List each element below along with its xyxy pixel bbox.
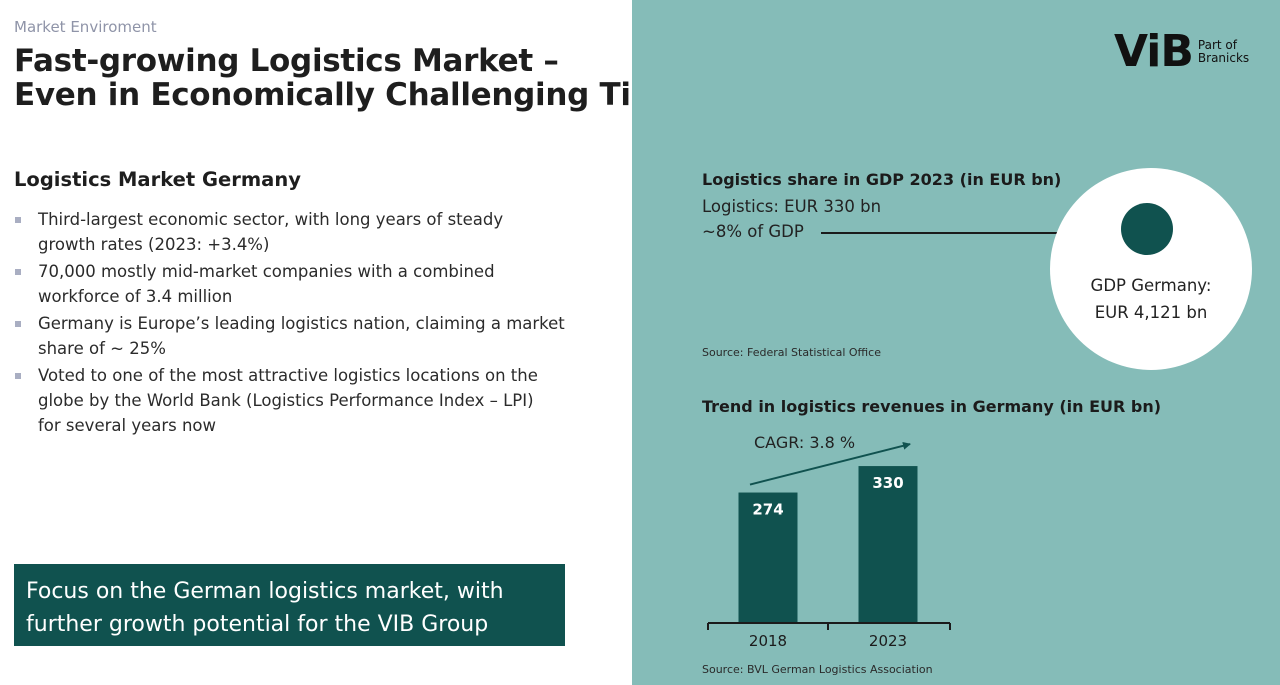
connector-line [821, 232, 1106, 234]
bullet-item: 70,000 mostly mid-market companies with … [14, 259, 574, 309]
revenue-source: Source: BVL German Logistics Association [702, 663, 933, 676]
logo-subtitle-line-1: Part of [1197, 38, 1237, 52]
gdp-share-value: ~8% of GDP [702, 222, 804, 241]
cagr-label: CAGR: 3.8 % [754, 433, 856, 452]
focus-callout: Focus on the German logistics market, wi… [14, 564, 565, 646]
bullet-item: Third-largest economic sector, with long… [14, 207, 574, 257]
logistics-value: Logistics: EUR 330 bn [702, 197, 882, 216]
bullet-text-line: 70,000 mostly mid-market companies with … [38, 262, 495, 281]
bullet-list: Third-largest economic sector, with long… [14, 207, 574, 440]
square-bullet-icon [15, 373, 21, 379]
bullet-item: Germany is Europe’s leading logistics na… [14, 311, 574, 361]
left-panel: Market Enviroment Fast-growing Logistics… [0, 0, 702, 685]
gdp-circle-label: GDP Germany: EUR 4,121 bn [1050, 272, 1252, 326]
focus-callout-line-1: Focus on the German logistics market, wi… [26, 579, 504, 604]
bullet-text-line: share of ~ 25% [38, 339, 166, 358]
focus-callout-line-2: further growth potential for the VIB Gro… [26, 612, 489, 637]
x-tick-label: 2018 [749, 632, 787, 650]
square-bullet-icon [15, 217, 21, 223]
page-title: Fast-growing Logistics Market – Even in … [14, 43, 702, 113]
bars-layer: 274 330 [738, 466, 918, 622]
bullet-text-line: Germany is Europe’s leading logistics na… [38, 314, 565, 333]
bullet-text-line: globe by the World Bank (Logistics Perfo… [38, 391, 534, 410]
bullet-text-line: for several years now [38, 416, 217, 435]
square-bullet-icon [15, 269, 21, 275]
logo-subtitle-line-2: Branicks [1197, 51, 1250, 65]
page-title-line-2: Even in Economically Challenging Times [14, 77, 702, 113]
eyebrow-label: Market Enviroment [14, 18, 157, 36]
bar-2018 [738, 492, 798, 622]
square-bullet-icon [15, 321, 21, 327]
bullet-text-line: workforce of 3.4 million [38, 287, 233, 306]
section-heading: Logistics Market Germany [14, 168, 301, 191]
bullet-text-line: Voted to one of the most attractive logi… [38, 366, 538, 385]
x-axis: 2018 2023 [707, 622, 951, 650]
gdp-circle [1050, 168, 1252, 370]
cagr-arrow-icon [749, 441, 911, 486]
gdp-share-title: Logistics share in GDP 2023 (in EUR bn) [702, 170, 1062, 189]
bar-value-label: 274 [752, 501, 783, 519]
gdp-circle-label-line-1: GDP Germany: [1090, 276, 1212, 295]
page-title-line-1: Fast-growing Logistics Market – [14, 43, 559, 79]
bar-value-label: 330 [872, 474, 903, 492]
logistics-share-dot [1121, 203, 1173, 255]
bullet-text-line: Third-largest economic sector, with long… [38, 210, 504, 229]
logo-subtitle: Part of Branicks [1198, 39, 1249, 65]
bullet-text-line: growth rates (2023: +3.4%) [38, 235, 270, 254]
bar-2023 [858, 466, 918, 622]
x-tick-label: 2023 [869, 632, 907, 650]
gdp-circle-label-line-2: EUR 4,121 bn [1094, 303, 1208, 322]
trend-title: Trend in logistics revenues in Germany (… [702, 397, 1162, 416]
logo-wordmark: ViB [1114, 26, 1194, 77]
vib-logo: ViB Part of Branicks [1114, 28, 1249, 76]
revenue-bar-chart: 274 330 2018 2023 [707, 441, 951, 650]
bullet-item: Voted to one of the most attractive logi… [14, 363, 574, 438]
gdp-source: Source: Federal Statistical Office [702, 346, 881, 359]
